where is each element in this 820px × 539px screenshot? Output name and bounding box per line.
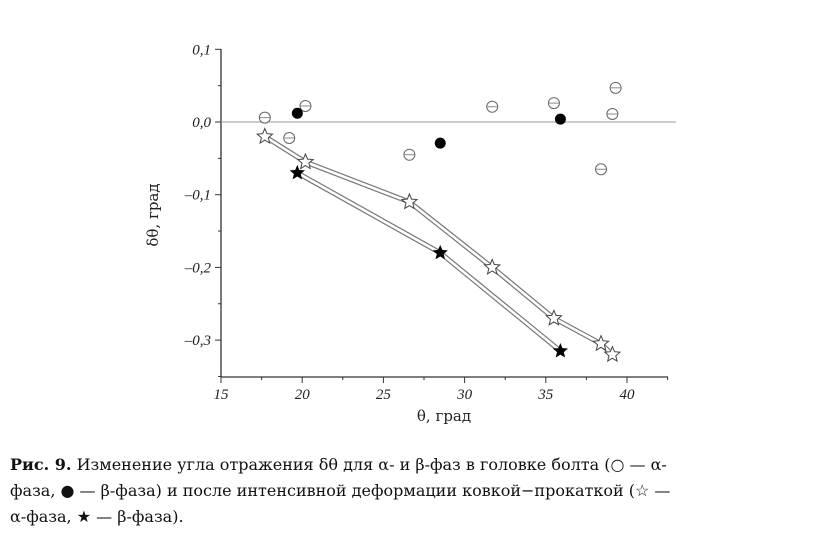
x-tick-label: 40 xyxy=(620,387,636,403)
filled-circle-point xyxy=(434,137,446,149)
y-axis-label: δθ, град xyxy=(144,183,162,246)
axes: 15 20 25 30 35 40 0,1 0,0 –0,1 –0,2 –0,3 xyxy=(184,42,676,403)
open-star-point xyxy=(296,152,315,170)
series-line-outer xyxy=(296,170,562,353)
open-star-point xyxy=(255,127,274,145)
figure-caption: Рис. 9. Изменение угла отражения δθ для … xyxy=(10,452,815,530)
caption-line-1: Изменение угла отражения δθ для α- и β-ф… xyxy=(71,455,667,474)
filled-circle-point xyxy=(554,113,566,125)
x-tick-label: 20 xyxy=(295,387,311,403)
open-star-point xyxy=(592,334,610,352)
series-lines xyxy=(263,134,615,357)
filled-star-point xyxy=(432,244,448,260)
open-star-point xyxy=(400,192,419,210)
x-tick-label: 15 xyxy=(214,387,230,403)
series-line-inner xyxy=(264,135,614,356)
open-star-point xyxy=(545,308,563,326)
series-line-inner xyxy=(296,171,562,353)
filled-star-point xyxy=(289,164,305,180)
y-tick-label: –0,2 xyxy=(184,260,212,276)
x-tick-label: 30 xyxy=(456,387,473,403)
y-tick-label: –0,1 xyxy=(184,188,211,204)
open-star-point xyxy=(603,345,622,363)
filled-circle-point xyxy=(291,107,303,119)
x-axis-label: θ, град xyxy=(417,407,471,425)
y-tick-label: 0,1 xyxy=(192,42,211,58)
filled-star-point xyxy=(552,343,568,358)
y-tick-label: –0,3 xyxy=(184,333,211,349)
open-star-point xyxy=(483,258,502,275)
x-tick-label: 35 xyxy=(537,387,554,403)
x-tick-label: 25 xyxy=(376,387,392,403)
y-tick-label: 0,0 xyxy=(192,115,211,131)
caption-label: Рис. 9. xyxy=(10,455,72,474)
caption-line-2: фаза, ● — β-фаза) и после интенсивной де… xyxy=(10,481,671,500)
data-points xyxy=(255,81,622,363)
chart: 15 20 25 30 35 40 0,1 0,0 –0,1 –0,2 –0,3 θ, град δ… xyxy=(144,42,676,425)
caption-line-3: α-фаза, ★ — β-фаза). xyxy=(10,507,184,526)
